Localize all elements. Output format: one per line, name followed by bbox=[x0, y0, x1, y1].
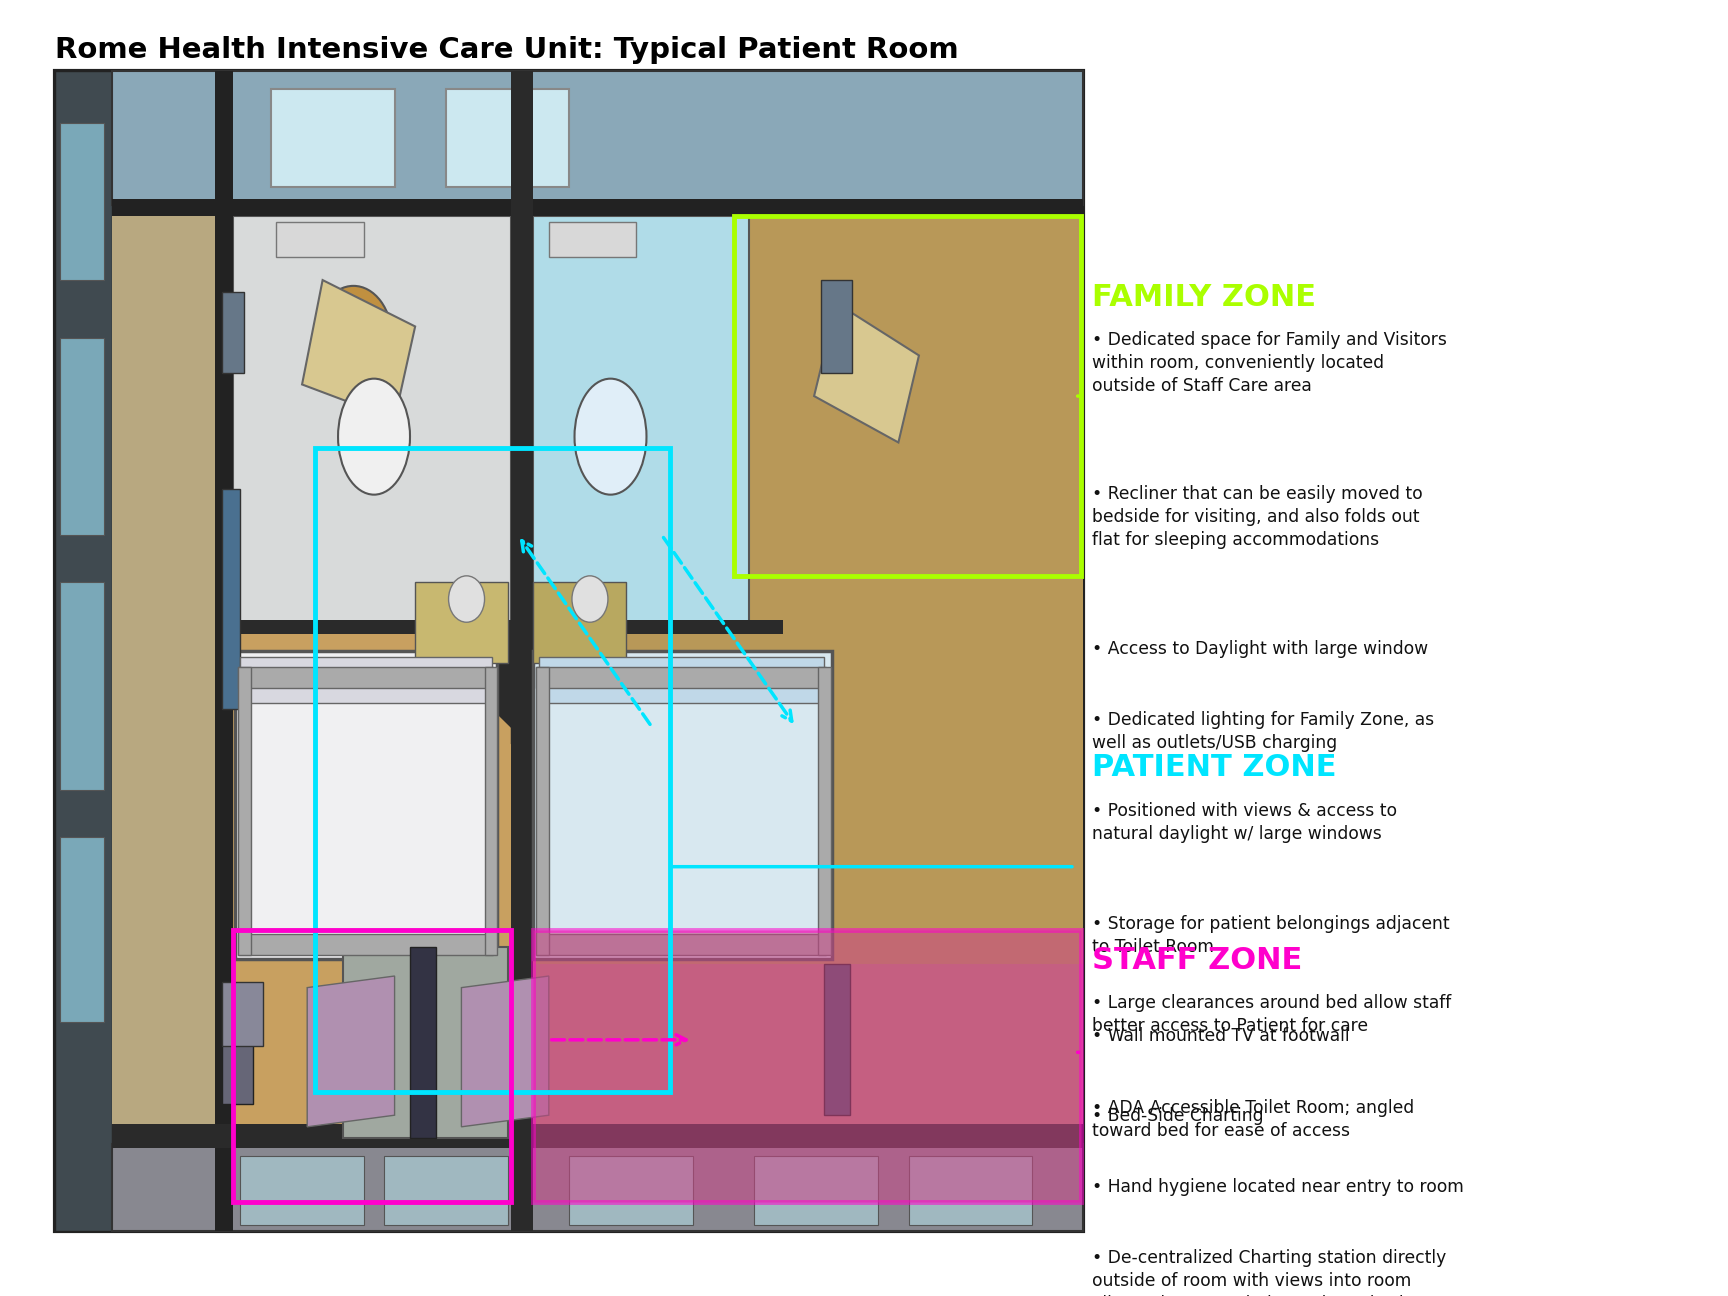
Bar bbox=[221, 292, 244, 373]
Bar bbox=[60, 582, 104, 791]
Polygon shape bbox=[415, 634, 534, 750]
Bar bbox=[534, 964, 1083, 1144]
Text: • Bed-Side Charting: • Bed-Side Charting bbox=[1092, 1107, 1263, 1125]
Bar bbox=[344, 947, 508, 1138]
Bar bbox=[410, 947, 435, 1138]
Bar bbox=[415, 582, 508, 662]
Bar bbox=[240, 657, 492, 704]
Text: • Recliner that can be easily moved to
bedside for visiting, and also folds out
: • Recliner that can be easily moved to b… bbox=[1092, 486, 1422, 550]
Bar bbox=[112, 198, 1083, 216]
Ellipse shape bbox=[449, 575, 484, 622]
Bar bbox=[55, 71, 112, 1231]
Bar bbox=[233, 216, 511, 629]
Bar bbox=[238, 667, 251, 955]
Polygon shape bbox=[308, 976, 394, 1126]
Bar bbox=[238, 667, 492, 688]
Text: • Hand hygiene located near entry to room: • Hand hygiene located near entry to roo… bbox=[1092, 1178, 1464, 1196]
Text: • Wall mounted TV at footwall: • Wall mounted TV at footwall bbox=[1092, 1028, 1350, 1046]
Bar bbox=[534, 929, 1082, 1203]
Bar bbox=[60, 338, 104, 535]
Bar bbox=[240, 1156, 363, 1226]
Bar bbox=[550, 222, 636, 257]
Ellipse shape bbox=[415, 1025, 435, 1055]
Bar bbox=[817, 667, 831, 955]
Bar bbox=[446, 88, 569, 187]
Bar bbox=[233, 929, 511, 1203]
Bar bbox=[534, 216, 750, 629]
Bar bbox=[112, 210, 219, 1231]
Polygon shape bbox=[461, 976, 550, 1126]
Bar bbox=[233, 216, 517, 1231]
Ellipse shape bbox=[339, 378, 410, 495]
Bar bbox=[60, 837, 104, 1023]
Text: • Access to Daylight with large window: • Access to Daylight with large window bbox=[1092, 640, 1429, 657]
Bar bbox=[316, 448, 670, 1093]
Bar bbox=[60, 123, 104, 280]
Bar bbox=[534, 652, 831, 959]
Text: • Dedicated space for Family and Visitors
within room, conveniently located
outs: • Dedicated space for Family and Visitor… bbox=[1092, 332, 1446, 395]
Bar bbox=[233, 619, 783, 634]
Text: • Positioned with views & access to
natural daylight w/ large windows: • Positioned with views & access to natu… bbox=[1092, 802, 1398, 842]
Text: • De-centralized Charting station directly
outside of room with views into room
: • De-centralized Charting station direct… bbox=[1092, 1249, 1446, 1296]
Text: • Dedicated lighting for Family Zone, as
well as outlets/USB charging: • Dedicated lighting for Family Zone, as… bbox=[1092, 712, 1434, 752]
Bar bbox=[112, 71, 1083, 205]
Bar bbox=[909, 1156, 1032, 1226]
Bar bbox=[534, 582, 626, 662]
Text: • Storage for patient belongings adjacent
to Toilet Room: • Storage for patient belongings adjacen… bbox=[1092, 915, 1450, 955]
Bar bbox=[536, 667, 826, 688]
Text: • ADA Accessible Toilet Room; angled
toward bed for ease of access: • ADA Accessible Toilet Room; angled tow… bbox=[1092, 1099, 1414, 1139]
Bar bbox=[486, 667, 498, 955]
Bar bbox=[384, 1156, 508, 1226]
Bar bbox=[536, 667, 550, 955]
Bar bbox=[539, 657, 824, 704]
Text: STAFF ZONE: STAFF ZONE bbox=[1092, 946, 1303, 975]
Text: • Large clearances around bed allow staff
better access to Patient for care: • Large clearances around bed allow staf… bbox=[1092, 994, 1452, 1036]
Bar bbox=[821, 280, 852, 373]
Bar bbox=[511, 71, 534, 1231]
Bar bbox=[271, 88, 394, 187]
Bar bbox=[276, 222, 363, 257]
Bar bbox=[214, 71, 233, 1231]
Bar bbox=[536, 934, 826, 955]
Text: PATIENT ZONE: PATIENT ZONE bbox=[1092, 753, 1336, 783]
Bar bbox=[824, 964, 850, 1115]
Bar bbox=[55, 71, 1083, 1231]
Bar bbox=[112, 1144, 1083, 1231]
Text: FAMILY ZONE: FAMILY ZONE bbox=[1092, 283, 1317, 312]
Ellipse shape bbox=[574, 378, 646, 495]
Ellipse shape bbox=[572, 575, 608, 622]
Bar bbox=[734, 216, 1082, 575]
Bar bbox=[534, 216, 1083, 1231]
Bar bbox=[238, 934, 492, 955]
Text: Rome Health Intensive Care Unit: Typical Patient Room: Rome Health Intensive Care Unit: Typical… bbox=[55, 36, 959, 65]
Bar bbox=[221, 988, 252, 1104]
Polygon shape bbox=[511, 629, 534, 750]
Polygon shape bbox=[302, 280, 415, 420]
Polygon shape bbox=[814, 303, 919, 442]
Bar bbox=[755, 1156, 878, 1226]
Bar bbox=[235, 652, 498, 959]
Ellipse shape bbox=[314, 286, 392, 390]
Bar bbox=[221, 982, 263, 1046]
Bar bbox=[221, 489, 240, 709]
Bar bbox=[569, 1156, 693, 1226]
Bar bbox=[112, 1125, 1083, 1148]
